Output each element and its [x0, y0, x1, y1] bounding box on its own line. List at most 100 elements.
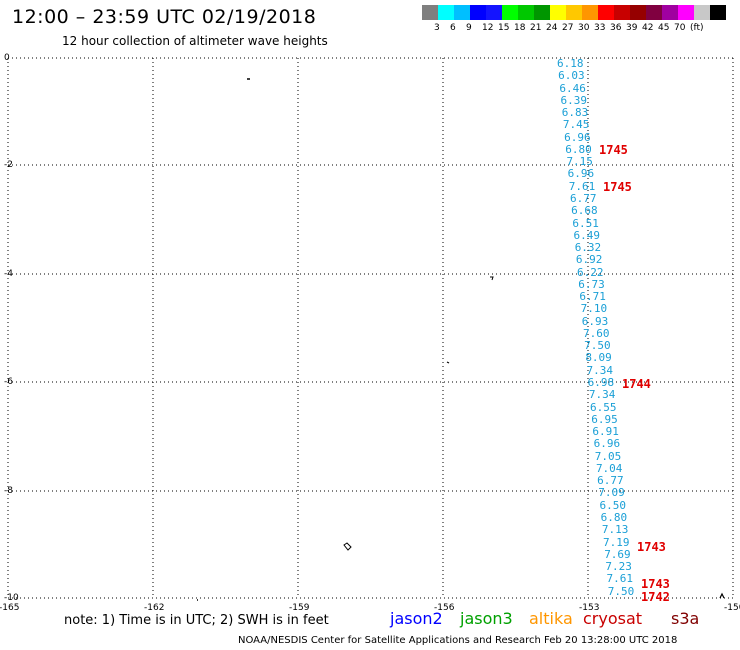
- wave-height-value: 6.80: [600, 510, 628, 524]
- wave-height-value: 6.92: [575, 253, 603, 267]
- scale-swatch: [566, 5, 582, 20]
- scale-label: 39: [626, 23, 638, 33]
- island-mark: [446, 361, 450, 364]
- satellite-legend-jason2: jason2: [390, 609, 443, 628]
- scale-label: 9: [466, 23, 472, 33]
- wave-height-value: 6.50: [599, 498, 626, 512]
- scale-label: 18: [514, 23, 526, 33]
- pass-time-label: 1743: [637, 540, 666, 554]
- grid-lines: [7, 57, 734, 599]
- latitude-label: -2: [4, 160, 13, 170]
- wave-height-value: 6.91: [592, 425, 619, 439]
- wave-height-value: 7.50: [607, 584, 635, 598]
- longitude-label: -150: [724, 603, 740, 613]
- wave-height-value: 6.96: [564, 130, 591, 144]
- wave-height-value: 6.95: [591, 412, 618, 426]
- scale-swatch: [502, 5, 518, 20]
- scale-label: 15: [498, 23, 510, 33]
- scale-swatch: [438, 5, 454, 20]
- island-mark: [490, 276, 494, 281]
- wave-height-value: 6.73: [578, 277, 605, 291]
- satellite-legend-altika: altika: [529, 609, 573, 628]
- scale-swatch: [694, 5, 710, 20]
- wave-height-value: 6.46: [559, 81, 586, 95]
- scale-swatch: [518, 5, 534, 20]
- latitude-label: -10: [4, 593, 19, 603]
- scale-swatch: [614, 5, 630, 20]
- scale-swatch: [662, 5, 678, 20]
- wave-height-value: 6.51: [572, 216, 599, 230]
- wave-height-value: 7.23: [605, 560, 632, 574]
- wave-height-value: 6.96: [593, 437, 621, 451]
- scale-swatch: [534, 5, 550, 20]
- longitude-label: -162: [144, 603, 165, 613]
- wave-height-value: 6.39: [560, 93, 588, 107]
- wave-height-value: 7.60: [582, 326, 610, 340]
- wave-height-value: 7.34: [586, 363, 614, 377]
- scale-swatch: [486, 5, 502, 20]
- scale-label: 6: [450, 23, 456, 33]
- wave-height-value: 6.93: [581, 314, 609, 328]
- pass-time-label: 1744: [622, 377, 651, 391]
- wave-height-value: 7.61: [606, 572, 634, 586]
- wave-height-value: 7.10: [580, 302, 608, 316]
- scale-swatch: [598, 5, 614, 20]
- scale-label: 21: [530, 23, 542, 33]
- wave-height-value: 7.09: [598, 486, 625, 500]
- wave-height-value: 6.77: [569, 191, 597, 205]
- wave-height-value: 7.04: [595, 461, 623, 475]
- wave-height-value: 6.32: [574, 241, 602, 255]
- latitude-label: -8: [4, 486, 13, 496]
- wave-height-value: 7.69: [604, 547, 631, 561]
- island-mark: [343, 542, 352, 551]
- wave-height-value: 7.34: [588, 388, 616, 402]
- wave-height-value: 6.83: [561, 106, 589, 120]
- latitude-label: -6: [4, 377, 13, 387]
- wave-height-value: 6.18: [557, 57, 584, 70]
- wave-height-value: 6.22: [577, 265, 604, 279]
- wave-height-value: 6.98: [587, 376, 615, 390]
- wave-height-value: 7.19: [603, 535, 630, 549]
- island-outlines: [197, 78, 725, 601]
- satellite-legend-s3a: s3a: [671, 609, 700, 628]
- wave-height-value: 6.68: [571, 204, 598, 218]
- longitude-label: -165: [0, 603, 20, 613]
- wave-height-value: 7.61: [568, 179, 596, 193]
- pass-time-label: 1743: [641, 577, 670, 591]
- map-subtitle: 12 hour collection of altimeter wave hei…: [62, 34, 328, 48]
- satellite-legend-cryosat: cryosat: [583, 609, 643, 628]
- scale-swatch: [550, 5, 566, 20]
- wave-height-value: 8.09: [585, 351, 612, 365]
- pass-time-label: 1742: [641, 590, 670, 604]
- scale-label: 45: [658, 23, 670, 33]
- latitude-label: -4: [4, 269, 13, 279]
- satellite-legend-jason3: jason3: [460, 609, 513, 628]
- map-title: 12:00 – 23:59 UTC 02/19/2018: [12, 6, 317, 28]
- wave-height-value: 6.03: [558, 69, 585, 83]
- scale-swatch: [582, 5, 598, 20]
- scale-label: 42: [642, 23, 654, 33]
- scale-label: 24: [546, 23, 558, 33]
- longitude-label: -159: [289, 603, 310, 613]
- wave-height-value: 7.13: [601, 523, 629, 537]
- scale-label: 33: [594, 23, 606, 33]
- wave-height-value: 7.15: [566, 155, 593, 169]
- scale-label: 27: [562, 23, 574, 33]
- scale-swatch: [454, 5, 470, 20]
- scale-swatch: [710, 5, 726, 20]
- wave-height-value: 6.49: [573, 228, 601, 242]
- pass-time-label: 1745: [599, 143, 628, 157]
- scale-label: 30: [578, 23, 590, 33]
- longitude-label: -156: [434, 603, 455, 613]
- wave-height-value: 7.50: [584, 339, 611, 353]
- latitude-label: 0: [4, 53, 10, 63]
- wave-height-value: 7.45: [562, 118, 590, 132]
- wave-height-value: 6.96: [567, 167, 595, 181]
- island-mark: [719, 592, 725, 599]
- wave-height-value: 6.71: [579, 290, 606, 304]
- scale-swatch: [470, 5, 486, 20]
- scale-label: (ft): [690, 23, 704, 33]
- footer-note: note: 1) Time is in UTC; 2) SWH is in fe…: [64, 613, 329, 628]
- wave-height-value: 7.05: [594, 449, 622, 463]
